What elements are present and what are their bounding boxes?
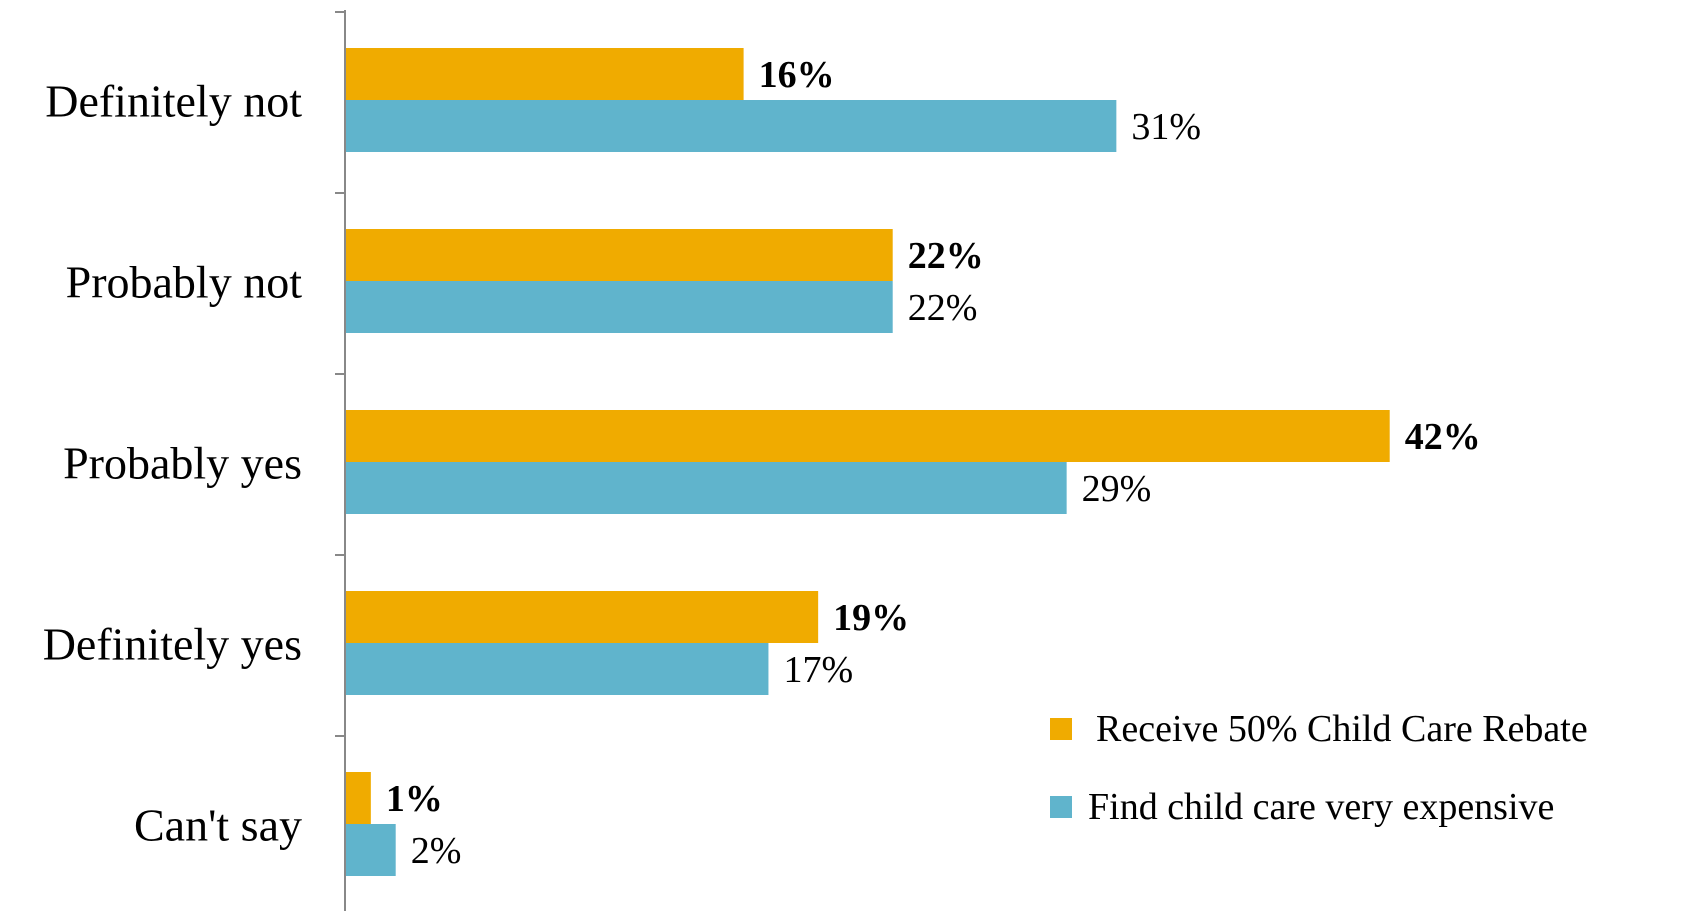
bars xyxy=(346,48,1390,876)
y-axis xyxy=(335,10,346,911)
bar-rebate xyxy=(346,410,1390,462)
bar-rebate xyxy=(346,772,371,824)
legend-swatch xyxy=(1050,796,1072,818)
bar-rebate xyxy=(346,591,819,643)
bar-rebate xyxy=(346,48,744,100)
data-label: 19% xyxy=(833,597,909,639)
data-label: 2% xyxy=(411,830,462,872)
category-label: Definitely not xyxy=(45,76,302,127)
data-label: 29% xyxy=(1082,468,1152,510)
bar-expensive xyxy=(346,100,1117,152)
bar-expensive xyxy=(346,643,769,695)
legend-label: Find child care very expensive xyxy=(1088,786,1554,828)
category-label: Probably not xyxy=(66,257,303,308)
data-label: 16% xyxy=(759,54,835,96)
data-label: 22% xyxy=(908,235,984,277)
category-label: Can't say xyxy=(134,800,302,851)
labels: Definitely not 16% 31% Probably not 22% 22% Pr… xyxy=(43,54,1481,872)
data-label: 22% xyxy=(908,287,978,329)
bar-expensive xyxy=(346,281,893,333)
bar-expensive xyxy=(346,824,396,876)
legend: Receive 50% Child Care Rebate Find child … xyxy=(1050,708,1588,828)
data-label: 1% xyxy=(386,778,443,820)
data-label: 42% xyxy=(1405,416,1481,458)
category-label: Probably yes xyxy=(63,438,302,489)
bar-rebate xyxy=(346,229,893,281)
legend-swatch xyxy=(1050,718,1072,740)
legend-label: Receive 50% Child Care Rebate xyxy=(1096,708,1588,750)
data-label: 17% xyxy=(783,649,853,691)
category-label: Definitely yes xyxy=(43,619,302,670)
bar-expensive xyxy=(346,462,1067,514)
data-label: 31% xyxy=(1131,106,1201,148)
